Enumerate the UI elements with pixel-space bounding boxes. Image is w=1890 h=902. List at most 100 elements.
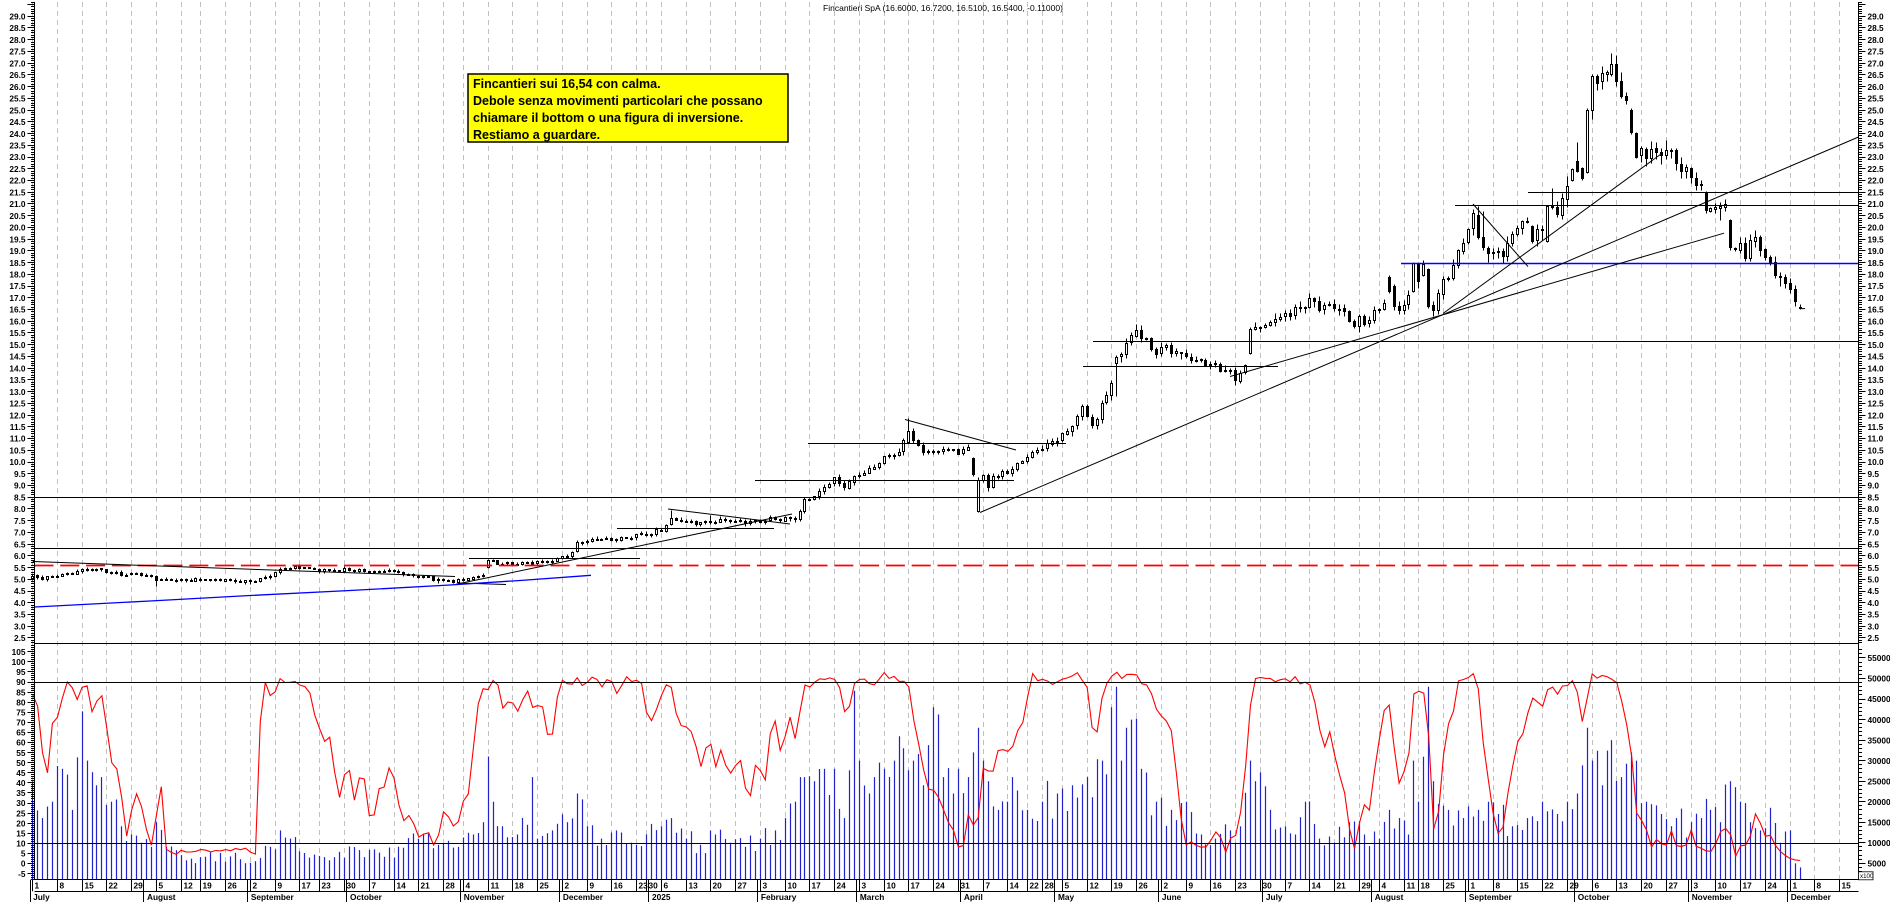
svg-text:23.0: 23.0 bbox=[9, 152, 26, 162]
svg-text:45000: 45000 bbox=[1868, 694, 1890, 704]
svg-text:20: 20 bbox=[16, 818, 26, 828]
svg-text:26.5: 26.5 bbox=[9, 70, 26, 80]
svg-text:18.0: 18.0 bbox=[9, 270, 26, 280]
svg-text:8.0: 8.0 bbox=[14, 504, 26, 514]
svg-text:27: 27 bbox=[1669, 881, 1679, 891]
svg-text:27.5: 27.5 bbox=[1868, 47, 1885, 57]
svg-text:3: 3 bbox=[862, 881, 867, 891]
svg-text:15.5: 15.5 bbox=[9, 328, 26, 338]
svg-text:chiamare il bottom o una figur: chiamare il bottom o una figura di inver… bbox=[473, 111, 743, 125]
svg-text:25000: 25000 bbox=[1868, 776, 1890, 786]
svg-text:October: October bbox=[1578, 892, 1611, 902]
svg-text:30: 30 bbox=[649, 881, 659, 891]
svg-text:19.0: 19.0 bbox=[1868, 246, 1885, 256]
svg-text:20: 20 bbox=[713, 881, 723, 891]
svg-text:3: 3 bbox=[763, 881, 768, 891]
svg-text:50000: 50000 bbox=[1868, 674, 1890, 684]
svg-text:9: 9 bbox=[278, 881, 283, 891]
svg-text:Debole senza movimenti partico: Debole senza movimenti particolari che p… bbox=[473, 94, 763, 108]
svg-text:8.5: 8.5 bbox=[14, 492, 26, 502]
svg-text:90: 90 bbox=[16, 677, 26, 687]
svg-text:15.0: 15.0 bbox=[1868, 340, 1885, 350]
svg-text:8: 8 bbox=[1817, 881, 1822, 891]
svg-text:75: 75 bbox=[16, 708, 26, 718]
svg-text:18.0: 18.0 bbox=[1868, 270, 1885, 280]
svg-text:2: 2 bbox=[565, 881, 570, 891]
svg-text:16.5: 16.5 bbox=[9, 305, 26, 315]
svg-text:2: 2 bbox=[253, 881, 258, 891]
svg-text:30000: 30000 bbox=[1868, 756, 1890, 766]
svg-text:Fincantieri sui 16,54 con calm: Fincantieri sui 16,54 con calma. bbox=[473, 77, 661, 91]
svg-text:3.5: 3.5 bbox=[14, 610, 26, 620]
svg-text:23: 23 bbox=[1238, 881, 1248, 891]
svg-text:4: 4 bbox=[1382, 881, 1387, 891]
svg-text:25: 25 bbox=[16, 808, 26, 818]
svg-text:22.5: 22.5 bbox=[9, 164, 26, 174]
svg-text:April: April bbox=[964, 892, 983, 902]
svg-text:7.5: 7.5 bbox=[1868, 516, 1880, 526]
svg-text:25: 25 bbox=[540, 881, 550, 891]
svg-text:20.5: 20.5 bbox=[9, 211, 26, 221]
svg-text:28: 28 bbox=[1045, 881, 1055, 891]
svg-text:20: 20 bbox=[1644, 881, 1654, 891]
svg-text:55: 55 bbox=[16, 748, 26, 758]
svg-text:13.5: 13.5 bbox=[1868, 375, 1885, 385]
svg-text:5.0: 5.0 bbox=[1868, 575, 1880, 585]
svg-text:1: 1 bbox=[1793, 881, 1798, 891]
svg-text:21.5: 21.5 bbox=[9, 187, 26, 197]
svg-text:12: 12 bbox=[184, 881, 194, 891]
svg-text:19: 19 bbox=[203, 881, 213, 891]
svg-text:28.0: 28.0 bbox=[1868, 35, 1885, 45]
svg-text:11.0: 11.0 bbox=[10, 434, 26, 444]
svg-text:4.0: 4.0 bbox=[14, 598, 26, 608]
svg-text:November: November bbox=[464, 892, 505, 902]
svg-text:4: 4 bbox=[466, 881, 471, 891]
svg-text:13.5: 13.5 bbox=[9, 375, 26, 385]
svg-text:6.5: 6.5 bbox=[1868, 539, 1880, 549]
svg-text:10.5: 10.5 bbox=[9, 446, 26, 456]
svg-text:8: 8 bbox=[60, 881, 65, 891]
svg-text:9.0: 9.0 bbox=[1868, 481, 1880, 491]
svg-text:13: 13 bbox=[1619, 881, 1629, 891]
svg-text:9.5: 9.5 bbox=[1868, 469, 1880, 479]
svg-text:22: 22 bbox=[109, 881, 119, 891]
svg-text:1: 1 bbox=[1471, 881, 1476, 891]
svg-text:5.5: 5.5 bbox=[14, 563, 26, 573]
svg-text:29.0: 29.0 bbox=[9, 12, 26, 22]
svg-text:October: October bbox=[350, 892, 383, 902]
svg-text:14: 14 bbox=[1010, 881, 1020, 891]
svg-text:24: 24 bbox=[1768, 881, 1778, 891]
svg-text:16: 16 bbox=[614, 881, 624, 891]
svg-text:20.5: 20.5 bbox=[1868, 211, 1885, 221]
svg-text:19.0: 19.0 bbox=[9, 246, 26, 256]
svg-text:25.5: 25.5 bbox=[9, 94, 26, 104]
svg-text:March: March bbox=[860, 892, 884, 902]
svg-text:10: 10 bbox=[887, 881, 897, 891]
svg-text:3.5: 3.5 bbox=[1868, 610, 1880, 620]
svg-text:15000: 15000 bbox=[1868, 817, 1890, 827]
svg-text:5: 5 bbox=[159, 881, 164, 891]
svg-text:18: 18 bbox=[515, 881, 525, 891]
svg-text:23.5: 23.5 bbox=[9, 141, 26, 151]
svg-text:26: 26 bbox=[1139, 881, 1149, 891]
svg-text:17.0: 17.0 bbox=[9, 293, 26, 303]
svg-text:16: 16 bbox=[1213, 881, 1223, 891]
svg-text:10: 10 bbox=[788, 881, 798, 891]
svg-text:29.0: 29.0 bbox=[1868, 12, 1885, 22]
svg-text:13.0: 13.0 bbox=[9, 387, 26, 397]
svg-text:20000: 20000 bbox=[1868, 797, 1890, 807]
svg-text:20.0: 20.0 bbox=[9, 223, 26, 233]
svg-text:95: 95 bbox=[16, 667, 26, 677]
svg-text:11.5: 11.5 bbox=[10, 422, 26, 432]
svg-text:35000: 35000 bbox=[1868, 735, 1890, 745]
svg-text:16.0: 16.0 bbox=[1868, 316, 1885, 326]
svg-text:14.0: 14.0 bbox=[9, 363, 26, 373]
svg-text:8: 8 bbox=[1496, 881, 1501, 891]
svg-text:Fincantieri SpA (16.6000, 16.7: Fincantieri SpA (16.6000, 16.7200, 16.51… bbox=[823, 3, 1063, 13]
svg-text:65: 65 bbox=[16, 728, 26, 738]
svg-text:18.5: 18.5 bbox=[9, 258, 26, 268]
svg-text:6.5: 6.5 bbox=[14, 539, 26, 549]
svg-text:5000: 5000 bbox=[1868, 859, 1887, 869]
svg-text:27.5: 27.5 bbox=[9, 47, 26, 57]
svg-text:14.0: 14.0 bbox=[1868, 363, 1885, 373]
